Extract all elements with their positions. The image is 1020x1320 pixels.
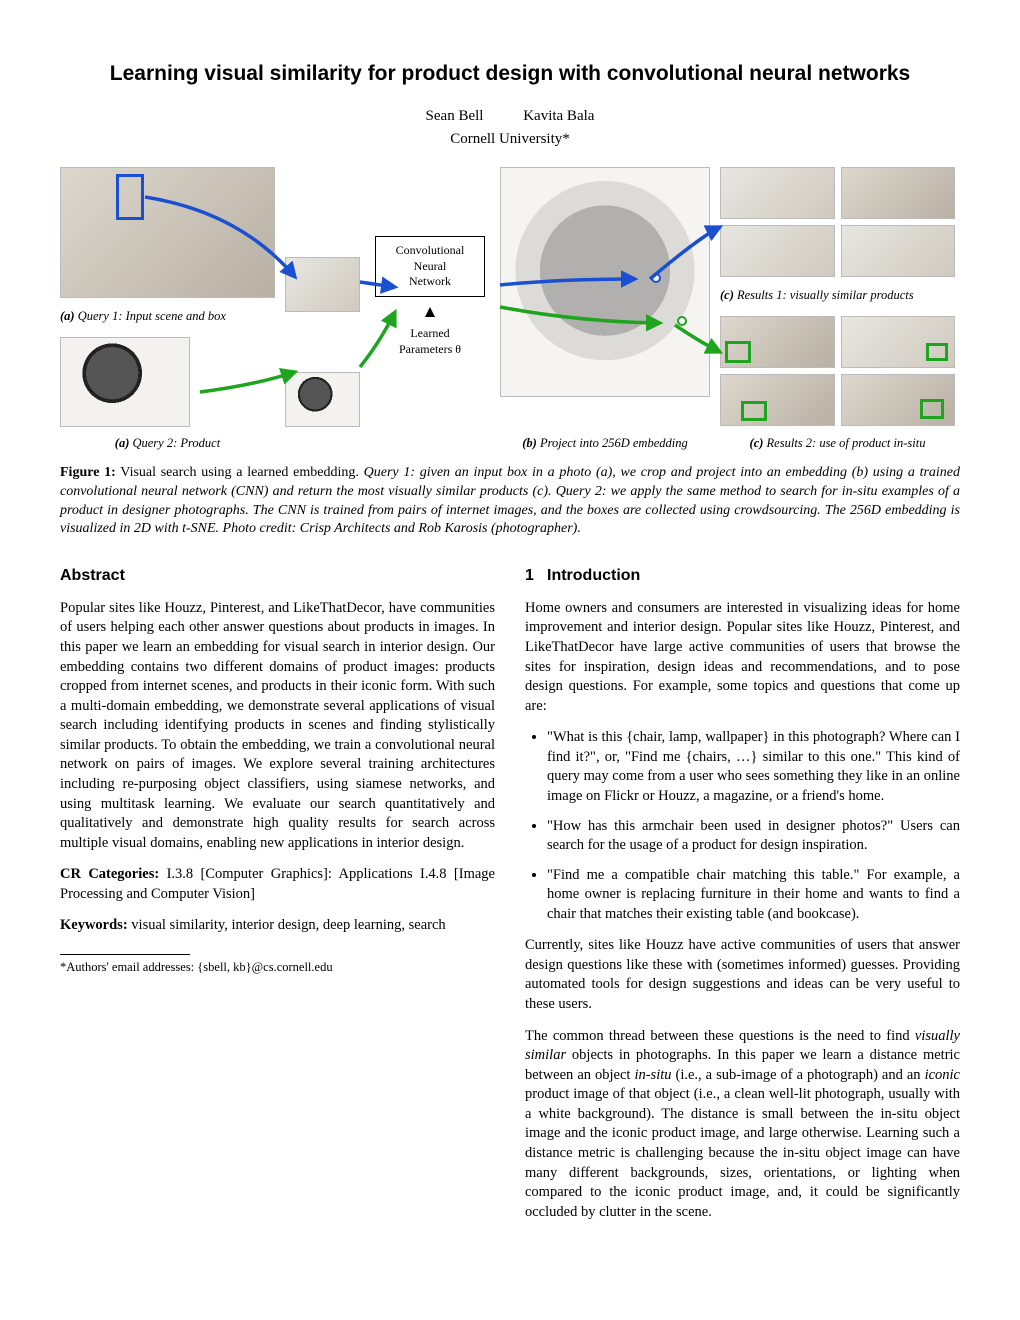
intro-p2: Currently, sites like Houzz have active … (525, 936, 960, 1014)
affiliation: Cornell University* (60, 129, 960, 149)
fig1-crop-chair (285, 372, 360, 427)
intro-bullets: "What is this {chair, lamp, wallpaper} i… (547, 728, 960, 924)
fig1-learned-params: Learned Parameters θ (399, 325, 461, 357)
arrow-up-icon (425, 307, 435, 317)
fig1-query2-product (60, 337, 190, 427)
fig1-crop-lamp (285, 257, 360, 312)
fig1-results2-grid (720, 316, 955, 426)
abstract-heading: Abstract (60, 565, 495, 587)
intro-bullet-2: "How has this armchair been used in desi… (547, 817, 960, 856)
fig1-query1-scene (60, 167, 275, 298)
intro-bullet-3: "Find me a compatible chair matching thi… (547, 866, 960, 925)
fig1-results1-grid (720, 167, 955, 277)
keywords: Keywords: visual similarity, interior de… (60, 916, 495, 936)
fig1-cnn-box: Convolutional Neural Network (375, 236, 485, 297)
footnote: *Authors' email addresses: {sbell, kb}@c… (60, 959, 495, 976)
fig1-label-c1: (c) Results 1: visually similar products (720, 287, 955, 304)
fig1-label-c2: (c) Results 2: use of product in-situ (720, 435, 955, 452)
fig1-embedding-cloud (500, 167, 710, 397)
paper-title: Learning visual similarity for product d… (60, 60, 960, 88)
fig1-label-a1: (a) Query 1: Input scene and box (60, 308, 275, 325)
intro-p1: Home owners and consumers are interested… (525, 599, 960, 716)
fig1-caption: Figure 1: Visual search using a learned … (60, 464, 960, 540)
author-line: Sean Bell Kavita Bala (60, 106, 960, 126)
footnote-rule (60, 954, 190, 955)
fig1-label-b: (b) Project into 256D embedding (500, 435, 710, 452)
right-column: 1Introduction Home owners and consumers … (525, 565, 960, 1234)
left-column: Abstract Popular sites like Houzz, Pinte… (60, 565, 495, 1234)
cr-categories: CR Categories: I.3.8 [Computer Graphics]… (60, 865, 495, 904)
intro-bullet-1: "What is this {chair, lamp, wallpaper} i… (547, 728, 960, 806)
abstract-body: Popular sites like Houzz, Pinterest, and… (60, 599, 495, 853)
figure-1: (a) Query 1: Input scene and box Convolu… (60, 167, 960, 539)
author-1: Sean Bell (426, 108, 484, 124)
author-2: Kavita Bala (523, 108, 594, 124)
intro-heading: 1Introduction (525, 565, 960, 587)
fig1-label-a2: (a) Query 2: Product (60, 435, 275, 452)
intro-p3: The common thread between these question… (525, 1027, 960, 1223)
